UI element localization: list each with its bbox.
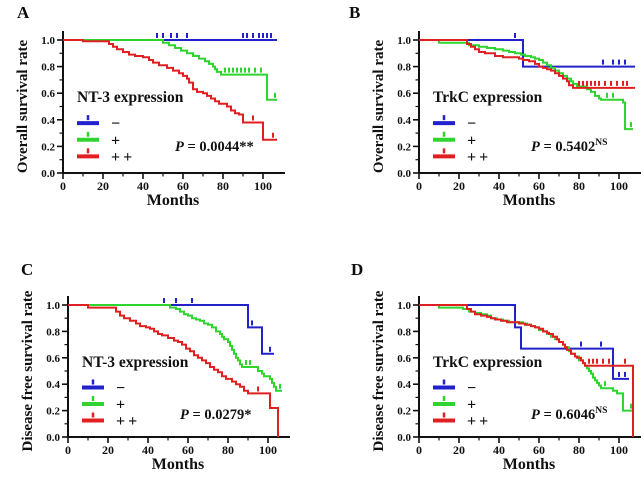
km-chart-overall-trkc: 0.0 0.2 0.4 0.6 0.8 1.0 0 20 40 60 80 100 Months Over…: [322, 0, 644, 240]
svg-text:++: ++: [116, 413, 140, 430]
svg-text:100: 100: [610, 443, 628, 457]
svg-text:80: 80: [222, 443, 234, 457]
svg-text:Months: Months: [152, 456, 204, 473]
svg-text:NT-3 expression: NT-3 expression: [77, 89, 184, 106]
svg-text:0: 0: [60, 179, 66, 193]
svg-text:40: 40: [493, 443, 505, 457]
panel-letter-a: A: [17, 3, 30, 22]
svg-text:80: 80: [573, 443, 585, 457]
svg-text:40: 40: [142, 443, 154, 457]
svg-text:0.6: 0.6: [397, 353, 411, 365]
svg-text:−: −: [111, 116, 120, 133]
svg-text:0.4: 0.4: [397, 379, 411, 391]
panel-letter-d: D: [351, 260, 364, 279]
panel-d: D 0.0 0.2 0.4 0.6 0.8 1.0 0 20 40 60 80 100 Months Di…: [322, 239, 644, 479]
panel-b: B 0.0 0.2 0.4 0.6 0.8 1.0 0 20 40 60 80 100 Months Ov…: [322, 0, 644, 240]
svg-text:Disease free survival rate: Disease free survival rate: [371, 290, 387, 451]
svg-text:0: 0: [65, 443, 71, 457]
svg-text:60: 60: [182, 443, 194, 457]
svg-text:P = 0.5402NS: P = 0.5402NS: [531, 138, 607, 155]
svg-text:0.2: 0.2: [46, 406, 60, 418]
svg-text:1.0: 1.0: [397, 300, 411, 312]
panel-c: C 0.0 0.2 0.4 0.6 0.8 1.0 0 20 40 60 80 100 Months Di…: [0, 239, 322, 479]
svg-text:20: 20: [453, 443, 465, 457]
svg-text:P = 0.0279*: P = 0.0279*: [180, 407, 252, 423]
svg-text:P = 0.6046NS: P = 0.6046NS: [531, 406, 607, 423]
svg-text:Months: Months: [503, 456, 555, 473]
svg-text:1.0: 1.0: [41, 35, 55, 47]
svg-text:+: +: [467, 132, 476, 149]
svg-text:20: 20: [102, 443, 114, 457]
svg-text:0.0: 0.0: [397, 432, 411, 444]
panel-letter-b: B: [349, 3, 361, 22]
svg-text:80: 80: [573, 179, 585, 193]
svg-text:0.0: 0.0: [397, 168, 411, 180]
svg-text:+: +: [467, 397, 476, 414]
svg-text:0.8: 0.8: [397, 62, 411, 74]
svg-text:40: 40: [137, 179, 149, 193]
svg-text:+: +: [111, 132, 120, 149]
svg-text:1.0: 1.0: [397, 35, 411, 47]
svg-text:60: 60: [177, 179, 189, 193]
svg-text:0.2: 0.2: [41, 141, 55, 153]
svg-text:100: 100: [254, 179, 272, 193]
svg-text:Overall survival rate: Overall survival rate: [371, 40, 387, 174]
svg-text:40: 40: [493, 179, 505, 193]
svg-text:100: 100: [610, 179, 628, 193]
svg-text:−: −: [467, 380, 476, 397]
svg-text:60: 60: [533, 443, 545, 457]
panel-letter-c: C: [21, 260, 34, 279]
svg-text:0.4: 0.4: [41, 115, 55, 127]
svg-text:P = 0.0044**: P = 0.0044**: [175, 139, 254, 155]
svg-text:1.0: 1.0: [46, 300, 60, 312]
svg-text:0.4: 0.4: [46, 379, 60, 391]
svg-text:TrkC expression: TrkC expression: [433, 89, 543, 106]
svg-text:Months: Months: [147, 192, 199, 209]
svg-text:TrkC expression: TrkC expression: [433, 354, 543, 371]
svg-text:Months: Months: [503, 192, 555, 209]
svg-text:0.0: 0.0: [46, 432, 60, 444]
svg-text:Disease free survival rate: Disease free survival rate: [20, 290, 36, 451]
panel-a: A 0.0 0.2 0.4 0.6 0.8 1.0 0 20 40 60 80 100 Months Ov…: [0, 0, 322, 240]
svg-text:++: ++: [467, 149, 491, 166]
km-chart-overall-nt3: 0.0 0.2 0.4 0.6 0.8 1.0 0 20 40 60 80 100 Months Over…: [0, 0, 322, 240]
svg-text:−: −: [116, 380, 125, 397]
svg-text:+: +: [116, 397, 125, 414]
svg-text:0: 0: [416, 179, 422, 193]
km-chart-dfs-trkc: 0.0 0.2 0.4 0.6 0.8 1.0 0 20 40 60 80 100 Months Dise…: [322, 239, 644, 479]
svg-text:0.2: 0.2: [397, 406, 411, 418]
svg-text:20: 20: [453, 179, 465, 193]
svg-text:0.6: 0.6: [397, 88, 411, 100]
svg-text:0: 0: [416, 443, 422, 457]
svg-text:0.0: 0.0: [41, 168, 55, 180]
svg-text:100: 100: [259, 443, 277, 457]
svg-text:Overall survival rate: Overall survival rate: [15, 40, 31, 174]
svg-text:−: −: [467, 116, 476, 133]
svg-text:0.8: 0.8: [46, 326, 60, 338]
svg-text:0.6: 0.6: [41, 88, 55, 100]
svg-text:++: ++: [111, 149, 135, 166]
svg-text:0.2: 0.2: [397, 141, 411, 153]
svg-text:80: 80: [217, 179, 229, 193]
svg-text:0.8: 0.8: [41, 62, 55, 74]
svg-text:0.8: 0.8: [397, 326, 411, 338]
svg-text:20: 20: [97, 179, 109, 193]
km-chart-dfs-nt3: 0.0 0.2 0.4 0.6 0.8 1.0 0 20 40 60 80 100 Months Dise…: [0, 239, 322, 479]
svg-text:60: 60: [533, 179, 545, 193]
svg-text:++: ++: [467, 413, 491, 430]
svg-text:0.6: 0.6: [46, 353, 60, 365]
svg-text:NT-3 expression: NT-3 expression: [82, 354, 189, 371]
svg-text:0.4: 0.4: [397, 115, 411, 127]
